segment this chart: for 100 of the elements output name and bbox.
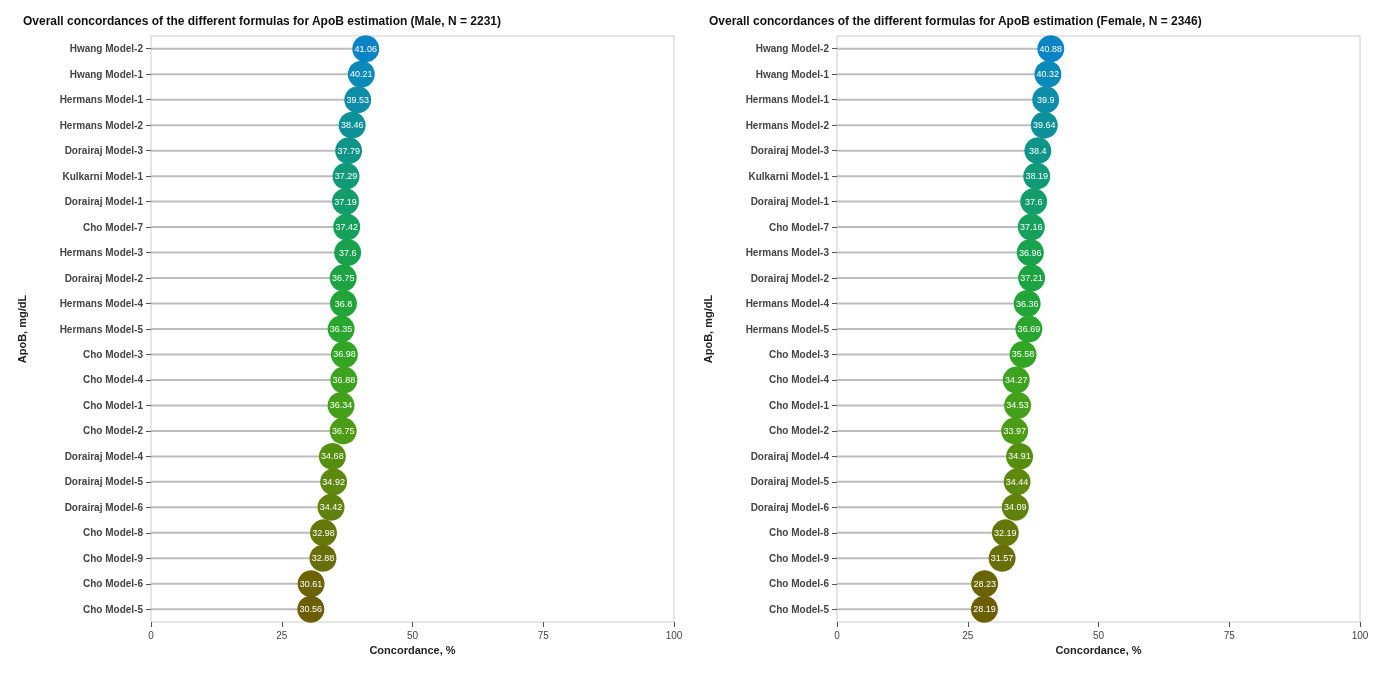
y-tick-label: Hermans Model-3 — [745, 247, 830, 259]
data-label: 32.19 — [994, 527, 1017, 538]
y-tick-label: Dorairaj Model-3 — [750, 145, 830, 157]
y-tick-label: Hwang Model-1 — [755, 68, 830, 80]
y-tick-label: Cho Model-9 — [83, 552, 144, 564]
y-tick-label: Dorairaj Model-6 — [750, 501, 830, 513]
data-label: 37.6 — [338, 247, 357, 258]
data-label: 36.88 — [332, 374, 356, 385]
y-tick-label: Cho Model-5 — [769, 603, 830, 615]
data-label: 36.75 — [331, 425, 355, 436]
data-label: 40.88 — [1039, 43, 1063, 54]
data-label: 34.91 — [1008, 451, 1031, 462]
y-tick-label: Cho Model-2 — [83, 425, 144, 437]
data-label: 34.92 — [322, 476, 345, 487]
x-tick-label: 75 — [537, 629, 550, 641]
data-label: 35.58 — [1011, 349, 1035, 360]
data-label: 36.75 — [331, 273, 355, 284]
y-tick-label: Hermans Model-5 — [59, 323, 144, 335]
data-label: 28.23 — [973, 578, 996, 589]
y-tick-label: Dorairaj Model-4 — [750, 450, 830, 462]
y-tick-label: Hermans Model-2 — [745, 119, 830, 131]
data-label: 40.32 — [1036, 69, 1060, 80]
data-label: 32.88 — [311, 553, 335, 564]
x-axis-title: Concordance, % — [1055, 644, 1142, 657]
y-tick-label: Cho Model-3 — [83, 348, 144, 360]
y-tick-label: Hwang Model-2 — [69, 43, 144, 55]
data-label: 41.06 — [354, 43, 378, 54]
y-tick-label: Cho Model-4 — [83, 374, 144, 386]
x-tick-label: 75 — [1223, 629, 1236, 641]
data-label: 30.56 — [299, 604, 323, 615]
x-tick-label: 50 — [1092, 629, 1105, 641]
y-axis-title: ApoB, mg/dL — [701, 294, 714, 364]
x-tick-label: 25 — [962, 629, 974, 641]
x-tick-label: 100 — [665, 629, 683, 641]
x-tick-label: 0 — [148, 629, 155, 641]
x-tick-label: 0 — [834, 629, 841, 641]
y-tick-label: Hermans Model-4 — [745, 298, 830, 310]
x-tick-label: 25 — [276, 629, 288, 641]
y-tick-label: Dorairaj Model-4 — [64, 450, 144, 462]
data-label: 39.64 — [1033, 120, 1056, 131]
data-label: 38.19 — [1025, 171, 1048, 182]
y-tick-label: Cho Model-7 — [83, 221, 144, 233]
data-label: 38.4 — [1029, 145, 1047, 156]
data-label: 37.79 — [337, 145, 360, 156]
y-tick-label: Dorairaj Model-6 — [64, 501, 144, 513]
data-label: 36.36 — [1015, 298, 1039, 309]
y-axis-title: ApoB, mg/dL — [15, 294, 28, 364]
data-label: 31.57 — [990, 553, 1014, 564]
data-label: 37.21 — [1020, 273, 1043, 284]
data-label: 39.53 — [346, 94, 370, 105]
y-tick-label: Dorairaj Model-5 — [64, 476, 144, 488]
data-label: 37.19 — [334, 196, 357, 207]
y-tick-label: Cho Model-1 — [83, 399, 144, 411]
y-tick-label: Hermans Model-5 — [745, 323, 830, 335]
y-tick-label: Cho Model-9 — [769, 552, 830, 564]
data-label: 37.6 — [1024, 196, 1043, 207]
y-tick-label: Hermans Model-2 — [59, 119, 144, 131]
data-label: 37.29 — [334, 171, 358, 182]
y-tick-label: Dorairaj Model-5 — [750, 476, 830, 488]
y-tick-label: Dorairaj Model-2 — [750, 272, 830, 284]
data-label: 37.42 — [335, 222, 358, 233]
data-label: 30.61 — [299, 578, 323, 589]
data-label: 34.09 — [1004, 502, 1027, 513]
data-label: 32.98 — [312, 527, 335, 538]
y-tick-label: Hermans Model-4 — [59, 298, 144, 310]
y-tick-label: Cho Model-4 — [769, 374, 830, 386]
x-tick-label: 50 — [406, 629, 419, 641]
y-tick-label: Hwang Model-1 — [69, 68, 144, 80]
y-tick-label: Hwang Model-2 — [755, 43, 830, 55]
y-tick-label: Hermans Model-1 — [59, 94, 144, 106]
data-label: 40.21 — [350, 69, 373, 80]
data-label: 39.9 — [1036, 94, 1055, 105]
data-label: 34.53 — [1006, 400, 1029, 411]
chart-title: Overall concordances of the different formulas for ApoB estimation (Female, N = 2346) — [709, 14, 1202, 28]
y-tick-label: Cho Model-8 — [769, 527, 830, 539]
y-tick-label: Hermans Model-1 — [745, 94, 830, 106]
chart-title: Overall concordances of the different formulas for ApoB estimation (Male, N = 2231) — [23, 14, 501, 28]
y-tick-label: Cho Model-7 — [769, 221, 830, 233]
data-label: 36.96 — [1019, 247, 1042, 258]
data-label: 34.27 — [1004, 374, 1028, 385]
y-tick-label: Cho Model-2 — [769, 425, 830, 437]
data-label: 34.44 — [1005, 476, 1029, 487]
y-tick-label: Cho Model-3 — [769, 348, 830, 360]
data-label: 36.69 — [1017, 324, 1041, 334]
data-label: 36.98 — [333, 349, 356, 360]
y-tick-label: Cho Model-6 — [83, 578, 144, 590]
x-tick-label: 100 — [1351, 629, 1369, 641]
data-label: 36.35 — [329, 324, 353, 334]
data-label: 37.16 — [1020, 222, 1043, 233]
y-tick-label: Kulkarni Model-1 — [62, 170, 144, 182]
data-label: 36.34 — [329, 400, 353, 411]
y-tick-label: Dorairaj Model-3 — [64, 145, 144, 157]
y-tick-label: Kulkarni Model-1 — [748, 170, 830, 182]
y-tick-label: Dorairaj Model-1 — [750, 196, 830, 208]
y-tick-label: Cho Model-5 — [83, 603, 144, 615]
y-tick-label: Cho Model-8 — [83, 527, 144, 539]
y-tick-label: Hermans Model-3 — [59, 247, 144, 259]
y-tick-label: Cho Model-6 — [769, 578, 830, 590]
data-label: 34.42 — [319, 502, 343, 513]
data-label: 34.68 — [321, 451, 344, 462]
